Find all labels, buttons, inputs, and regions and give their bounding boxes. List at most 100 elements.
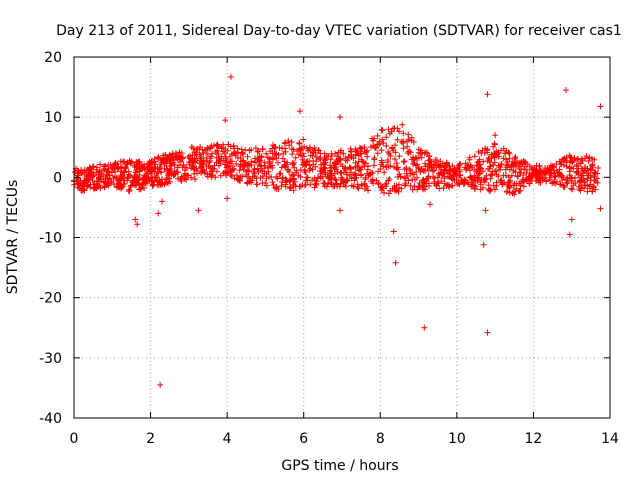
data-point bbox=[188, 174, 195, 181]
data-point bbox=[581, 164, 588, 171]
data-point bbox=[436, 185, 443, 192]
outlier-point bbox=[562, 87, 569, 94]
data-point bbox=[321, 154, 328, 161]
data-point bbox=[536, 162, 543, 169]
data-point bbox=[244, 153, 251, 160]
data-point bbox=[483, 172, 490, 179]
data-point bbox=[421, 179, 428, 186]
data-point bbox=[161, 165, 168, 172]
data-point bbox=[577, 178, 584, 185]
data-point bbox=[158, 159, 165, 166]
data-point bbox=[74, 177, 81, 184]
data-point bbox=[444, 181, 451, 188]
data-point bbox=[358, 171, 365, 178]
data-point bbox=[149, 182, 156, 189]
data-point bbox=[369, 135, 376, 142]
data-point bbox=[169, 152, 176, 159]
data-point bbox=[328, 172, 335, 179]
outlier-point bbox=[195, 207, 202, 214]
data-point bbox=[151, 178, 158, 185]
data-point bbox=[244, 180, 251, 187]
data-point bbox=[117, 172, 124, 179]
data-point bbox=[225, 141, 232, 148]
data-point bbox=[171, 161, 178, 168]
data-point bbox=[471, 172, 478, 179]
outlier-point bbox=[390, 228, 397, 235]
data-point bbox=[383, 183, 390, 190]
data-point bbox=[393, 182, 400, 189]
data-point bbox=[76, 185, 83, 192]
data-point bbox=[250, 168, 257, 175]
data-point bbox=[104, 180, 111, 187]
data-point bbox=[300, 136, 307, 143]
data-point bbox=[416, 165, 423, 172]
data-point bbox=[589, 162, 596, 169]
data-point bbox=[394, 136, 401, 143]
data-point bbox=[98, 170, 105, 177]
data-point bbox=[108, 169, 115, 176]
data-point bbox=[484, 149, 491, 156]
data-point bbox=[388, 128, 395, 135]
data-point bbox=[594, 175, 601, 182]
data-point bbox=[437, 158, 444, 165]
data-point bbox=[392, 149, 399, 156]
data-point bbox=[563, 163, 570, 170]
data-point bbox=[121, 169, 128, 176]
data-point bbox=[278, 164, 285, 171]
x-ticks-layer: 0 2 4 6 8 10 12 14 bbox=[70, 57, 619, 447]
data-point bbox=[124, 161, 131, 168]
data-point bbox=[84, 182, 91, 189]
data-point bbox=[261, 170, 268, 177]
data-point bbox=[477, 186, 484, 193]
data-point bbox=[163, 175, 170, 182]
data-point bbox=[198, 165, 205, 172]
data-point bbox=[306, 144, 313, 151]
data-point bbox=[498, 147, 505, 154]
data-point bbox=[111, 165, 118, 172]
data-point bbox=[474, 177, 481, 184]
data-point bbox=[442, 167, 449, 174]
data-point bbox=[450, 168, 457, 175]
data-point bbox=[144, 164, 151, 171]
data-point bbox=[213, 154, 220, 161]
data-point bbox=[347, 145, 354, 152]
x-tick-label: 10 bbox=[448, 431, 466, 447]
data-point bbox=[168, 162, 175, 169]
data-point bbox=[190, 163, 197, 170]
data-point bbox=[492, 152, 499, 159]
data-point bbox=[177, 154, 184, 161]
data-point bbox=[127, 183, 134, 190]
data-point bbox=[165, 170, 172, 177]
data-point bbox=[282, 175, 289, 182]
data-point bbox=[367, 171, 374, 178]
data-point bbox=[101, 163, 108, 170]
data-point bbox=[503, 156, 510, 163]
data-point bbox=[355, 167, 362, 174]
data-point bbox=[487, 186, 494, 193]
data-point bbox=[158, 169, 165, 176]
data-point bbox=[178, 150, 185, 157]
data-point bbox=[430, 173, 437, 180]
data-point bbox=[162, 179, 169, 186]
x-tick-label: 14 bbox=[601, 431, 619, 447]
data-point bbox=[243, 168, 250, 175]
data-point bbox=[451, 165, 458, 172]
data-point bbox=[295, 172, 302, 179]
data-point bbox=[364, 153, 371, 160]
data-point bbox=[286, 178, 293, 185]
data-point bbox=[383, 134, 390, 141]
data-point bbox=[463, 165, 470, 172]
data-point bbox=[563, 176, 570, 183]
data-point bbox=[383, 142, 390, 149]
data-point bbox=[237, 177, 244, 184]
data-point bbox=[263, 150, 270, 157]
data-point bbox=[353, 148, 360, 155]
data-point bbox=[194, 170, 201, 177]
data-point bbox=[493, 179, 500, 186]
data-point bbox=[233, 172, 240, 179]
data-point bbox=[124, 177, 131, 184]
data-point bbox=[471, 153, 478, 160]
data-point bbox=[95, 178, 102, 185]
data-point bbox=[279, 178, 286, 185]
data-point bbox=[438, 166, 445, 173]
